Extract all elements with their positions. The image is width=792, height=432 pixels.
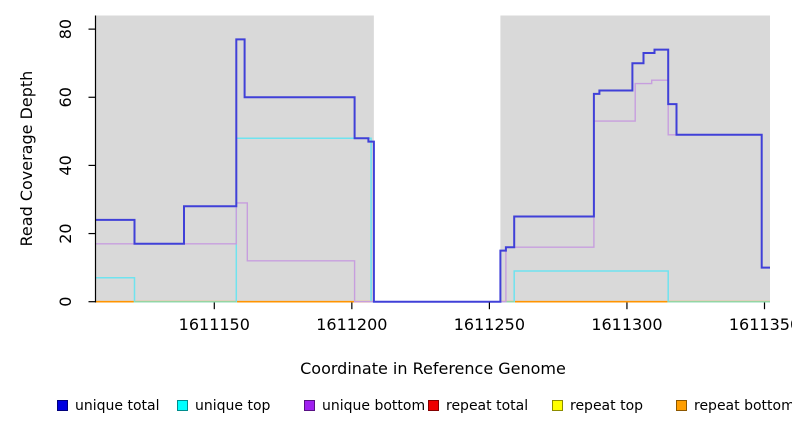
legend-swatch-unique-total bbox=[57, 400, 68, 411]
x-tick-label: 1611150 bbox=[179, 315, 250, 334]
legend-swatch-repeat-top bbox=[552, 400, 563, 411]
series-unique-top bbox=[96, 137, 770, 303]
x-tick-label: 1611250 bbox=[454, 315, 525, 334]
legend-label-unique-top: unique top bbox=[195, 398, 271, 414]
legend-swatch-repeat-bottom bbox=[676, 400, 687, 411]
y-tick-label: 20 bbox=[56, 223, 75, 243]
shaded-band-1 bbox=[500, 15, 770, 302]
legend-label-unique-bottom: unique bottom bbox=[322, 398, 426, 414]
y-tick-label: 60 bbox=[56, 87, 75, 107]
legend-label-repeat-total: repeat total bbox=[446, 398, 529, 414]
y-tick-label: 40 bbox=[56, 155, 75, 175]
legend-label-unique-total: unique total bbox=[75, 398, 160, 414]
x-tick-label: 1611200 bbox=[316, 315, 387, 334]
x-tick-label: 1611350 bbox=[729, 315, 792, 334]
legend-swatch-unique-top bbox=[177, 400, 188, 411]
x-axis-title: Coordinate in Reference Genome bbox=[300, 359, 566, 378]
legend-label-repeat-bottom: repeat bottom bbox=[694, 398, 792, 414]
series-unique-total bbox=[96, 38, 770, 303]
x-tick-label: 1611300 bbox=[591, 315, 662, 334]
y-tick-label: 0 bbox=[56, 297, 75, 307]
legend-swatch-repeat-total bbox=[428, 400, 439, 411]
legend-label-repeat-top: repeat top bbox=[570, 398, 644, 414]
shaded-band-0 bbox=[96, 15, 374, 302]
legend-swatch-unique-bottom bbox=[304, 400, 315, 411]
y-axis-title: Read Coverage Depth bbox=[17, 71, 36, 247]
y-tick-label: 80 bbox=[56, 19, 75, 39]
